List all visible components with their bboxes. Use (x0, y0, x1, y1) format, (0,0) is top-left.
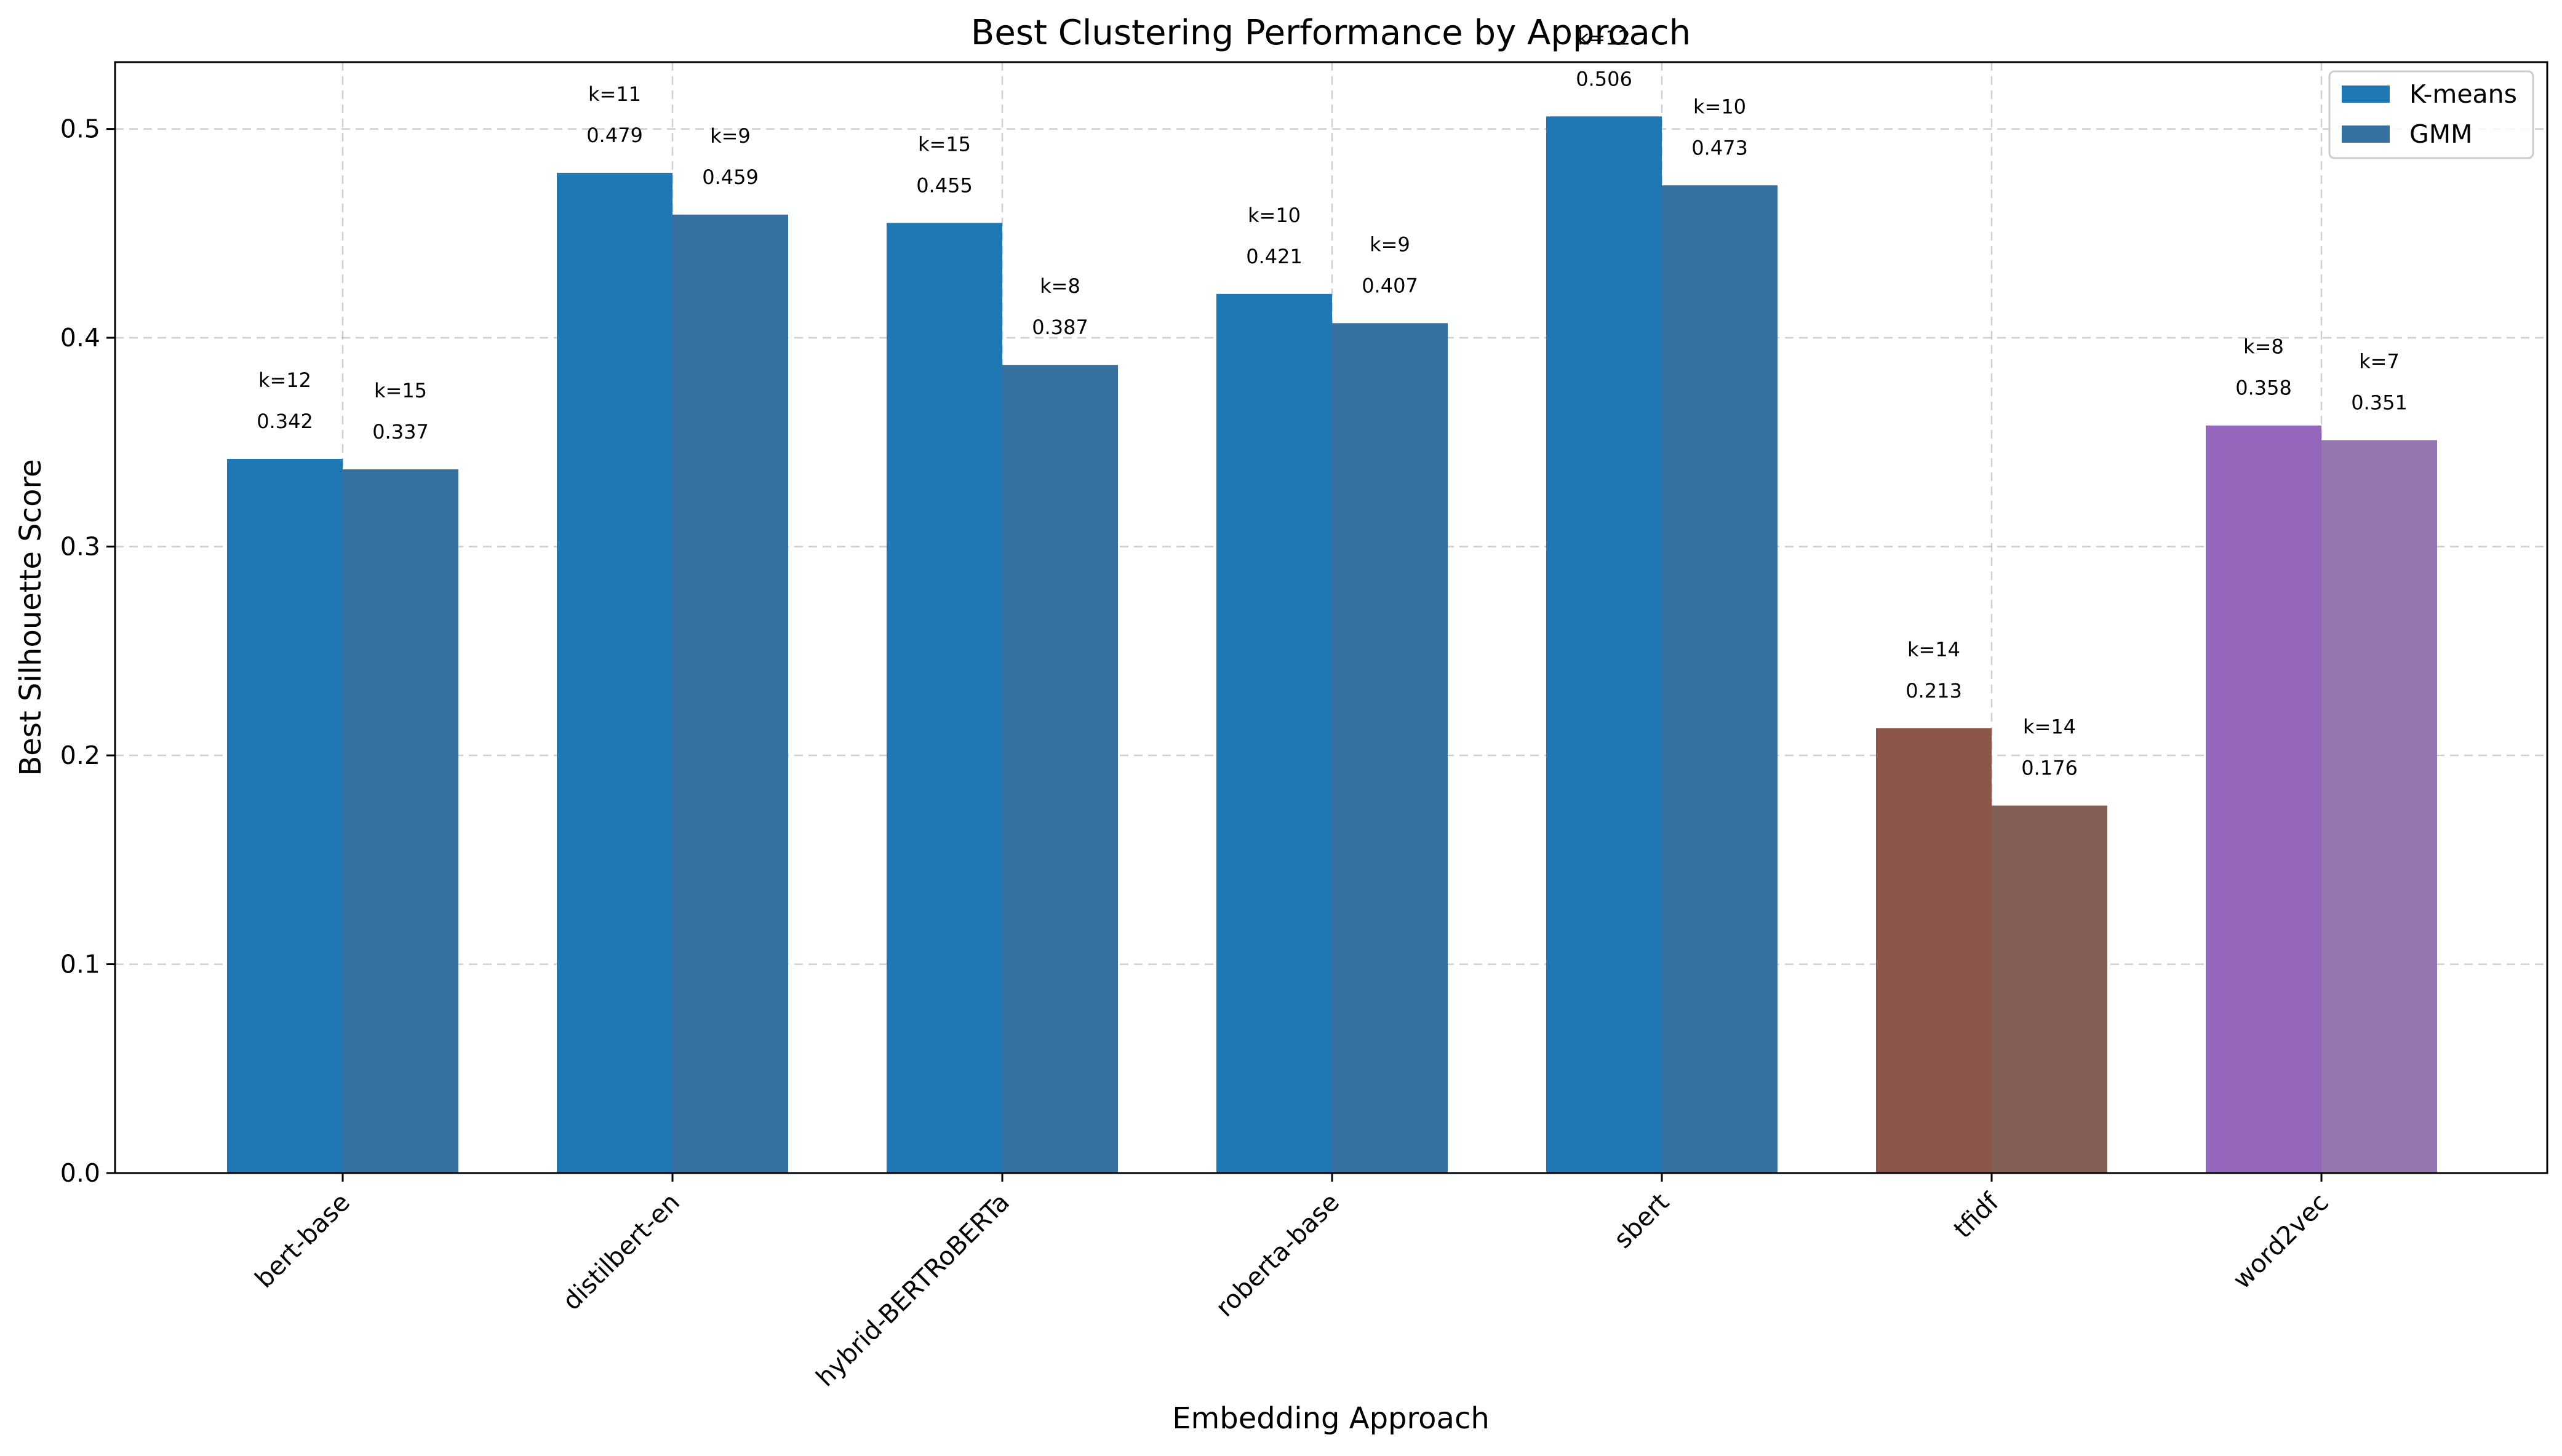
bar-k-means-hybrid-bertroberta (887, 223, 1002, 1173)
bar-k-means-word2vec (2206, 425, 2321, 1173)
value-label: 0.213 (1906, 679, 1962, 702)
x-tick-label: hybrid-BERTRoBERTa (810, 1187, 1015, 1392)
k-label: k=10 (1248, 204, 1301, 227)
value-label: 0.337 (372, 420, 429, 444)
y-tick-label: 0.0 (60, 1158, 100, 1188)
y-tick-label: 0.5 (60, 114, 100, 144)
bar-gmm-bert-base (343, 469, 458, 1174)
k-label: k=7 (2359, 349, 2400, 373)
y-tick-label: 0.4 (60, 323, 100, 352)
value-label: 0.459 (702, 165, 759, 189)
k-label: k=9 (710, 124, 751, 148)
bar-gmm-hybrid-bertroberta (1002, 365, 1118, 1173)
bar-gmm-tfidf (1992, 805, 2107, 1173)
k-label: k=9 (1370, 233, 1410, 256)
bar-layer (227, 116, 2437, 1174)
x-tick-label: tfidf (1948, 1187, 2005, 1244)
k-label: k=11 (588, 82, 641, 106)
k-label: k=12 (1578, 26, 1630, 49)
value-label: 0.342 (257, 410, 313, 433)
bar-k-means-tfidf (1876, 728, 1992, 1173)
y-tick-label: 0.3 (60, 532, 100, 562)
k-label: k=8 (1040, 274, 1080, 298)
k-label: k=8 (2243, 335, 2284, 359)
k-label: k=10 (1693, 95, 1746, 118)
x-tick-label: bert-base (249, 1187, 356, 1294)
legend-label-kmeans: K-means (2409, 79, 2517, 109)
y-tick-label: 0.2 (60, 741, 100, 770)
x-tick-label: word2vec (2227, 1187, 2334, 1295)
data-label-layer: 0.342 k=12 0.479 k=11 0.455 k=15 0.421 k=10 0.50… (257, 26, 2408, 779)
value-label: 0.351 (2351, 391, 2408, 414)
k-label: k=15 (918, 132, 971, 156)
x-axis-label: Embedding Approach (1172, 1401, 1490, 1436)
value-label: 0.455 (916, 173, 973, 197)
k-label: k=12 (258, 368, 311, 392)
chart-title: Best Clustering Performance by Approach (971, 13, 1691, 53)
bar-k-means-distilbert-en (557, 172, 672, 1174)
bar-k-means-sbert (1546, 116, 1662, 1173)
x-tick-label: roberta-base (1210, 1187, 1345, 1323)
legend-label-gmm: GMM (2409, 119, 2473, 149)
value-label: 0.479 (586, 124, 643, 147)
k-label: k=14 (2023, 715, 2076, 739)
bar-gmm-roberta-base (1332, 323, 1448, 1174)
y-axis-label: Best Silhouette Score (14, 459, 48, 776)
value-label: 0.506 (1576, 67, 1632, 90)
legend: K-means GMM (2328, 70, 2534, 159)
value-label: 0.358 (2235, 376, 2292, 400)
bar-k-means-roberta-base (1216, 293, 1332, 1173)
value-label: 0.387 (1032, 316, 1088, 339)
x-tick-label: distilbert-en (557, 1187, 685, 1316)
y-tick-label: 0.1 (60, 950, 100, 979)
k-label: k=14 (1907, 638, 1960, 661)
legend-swatch-kmeans (2342, 86, 2390, 103)
bar-gmm-sbert (1662, 185, 1778, 1174)
k-label: k=15 (374, 379, 427, 402)
value-label: 0.473 (1691, 136, 1748, 159)
value-label: 0.421 (1246, 245, 1303, 268)
bar-gmm-word2vec (2321, 440, 2437, 1173)
bar-gmm-distilbert-en (672, 214, 788, 1173)
legend-swatch-gmm (2342, 125, 2390, 143)
value-label: 0.176 (2021, 757, 2078, 780)
bar-k-means-bert-base (227, 459, 343, 1173)
value-label: 0.407 (1362, 274, 1418, 297)
x-tick-label: sbert (1608, 1187, 1675, 1254)
